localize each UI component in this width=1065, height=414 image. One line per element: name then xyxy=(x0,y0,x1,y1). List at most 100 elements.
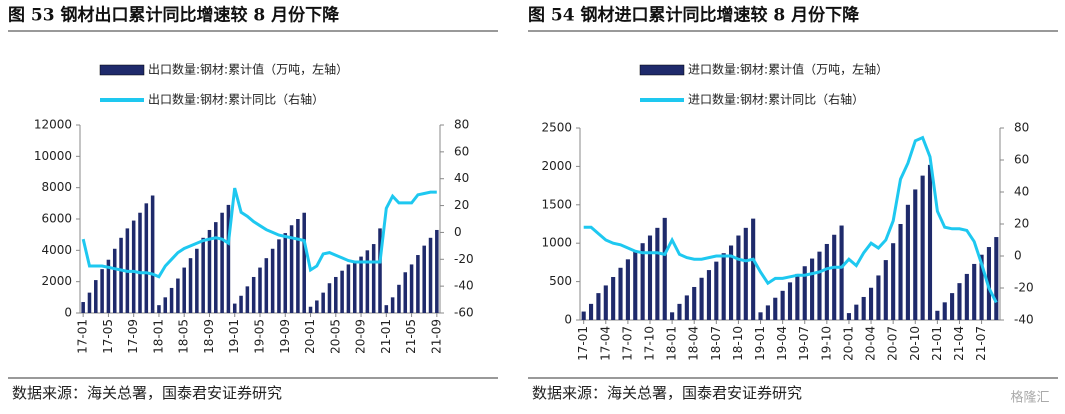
bar xyxy=(611,276,616,320)
x-tick-label: 21-09 xyxy=(429,319,443,354)
bar xyxy=(188,258,193,313)
bar xyxy=(824,243,829,320)
bar xyxy=(321,292,325,313)
bar xyxy=(422,245,426,313)
bar xyxy=(138,212,142,313)
source: 数据来源：海关总署，国泰君安证券研究 xyxy=(532,384,802,402)
x-tick-label: 17-07 xyxy=(620,326,634,361)
bar xyxy=(670,312,675,320)
line xyxy=(81,187,437,279)
x-tick-label: 20-04 xyxy=(864,326,878,361)
bar xyxy=(270,248,275,313)
y-tick-label: 1000 xyxy=(541,236,572,250)
bar xyxy=(935,310,940,320)
bar xyxy=(371,244,376,313)
bar xyxy=(258,267,262,313)
bar xyxy=(662,217,667,320)
bar xyxy=(251,276,256,313)
x-tick-label: 18-04 xyxy=(687,326,701,361)
bar xyxy=(780,290,785,320)
bar xyxy=(416,255,420,313)
y-tick-label: 2000 xyxy=(541,159,572,173)
y2-tick-label: -20 xyxy=(454,252,474,266)
bar xyxy=(201,237,205,313)
bar xyxy=(832,234,837,320)
bar xyxy=(169,287,174,313)
y-tick-label: 8000 xyxy=(41,180,72,194)
bar xyxy=(435,229,439,313)
x-tick-label: 21-05 xyxy=(404,319,418,354)
y-tick-label: 0 xyxy=(564,313,572,327)
x-tick-label: 20-10 xyxy=(908,326,922,361)
bar xyxy=(765,305,770,320)
bar xyxy=(633,251,638,320)
chart-title: 图 54 钢材进口累计同比增速较 8 月份下降 xyxy=(528,5,860,26)
x-tick-label: 18-09 xyxy=(202,319,216,354)
y2-tick-label: 20 xyxy=(1014,217,1029,231)
bar xyxy=(898,224,903,320)
bar xyxy=(854,304,859,320)
x-tick-label: 21-07 xyxy=(974,326,988,361)
bar xyxy=(802,266,807,320)
bar xyxy=(773,297,778,320)
y-tick-label: 500 xyxy=(549,274,572,288)
bar xyxy=(810,258,815,320)
y2-tick-label: 0 xyxy=(1014,249,1022,263)
bar xyxy=(950,293,955,320)
y-tick-label: 6000 xyxy=(41,212,72,226)
bar xyxy=(588,303,594,320)
bar xyxy=(397,284,401,313)
y2-tick-label: 0 xyxy=(454,225,462,239)
legend-swatch xyxy=(639,64,685,76)
bar xyxy=(302,212,306,313)
bar xyxy=(365,250,370,313)
x-tick-label: 19-10 xyxy=(819,326,833,361)
bar xyxy=(640,243,645,320)
bar xyxy=(277,239,281,313)
y-tick-label: 10000 xyxy=(34,149,72,163)
y2-tick-label: 80 xyxy=(1014,121,1029,135)
x-tick-label: 19-05 xyxy=(253,319,267,354)
bar xyxy=(920,175,925,320)
x-tick-label: 17-09 xyxy=(126,319,140,354)
x-tick-label: 19-01 xyxy=(227,319,241,354)
bar xyxy=(144,203,149,313)
bar xyxy=(692,286,697,320)
y-tick-label: 12000 xyxy=(34,118,72,132)
bar xyxy=(340,270,344,313)
bar xyxy=(596,293,601,320)
x-tick-label: 17-04 xyxy=(598,326,612,361)
bar xyxy=(751,218,756,320)
x-tick-label: 20-07 xyxy=(886,326,900,361)
bar xyxy=(957,283,962,320)
bar xyxy=(289,225,294,313)
bar xyxy=(736,235,741,320)
bar xyxy=(706,270,712,320)
bar xyxy=(677,303,682,320)
y-tick-label: 2000 xyxy=(41,274,72,288)
bar xyxy=(795,273,800,320)
x-tick-label: 20-01 xyxy=(841,326,855,361)
bar xyxy=(87,292,92,313)
y-tick-label: 1500 xyxy=(541,197,572,211)
bar xyxy=(409,264,414,313)
watermark: 格隆汇 xyxy=(1010,390,1049,406)
bar xyxy=(195,248,199,313)
bar xyxy=(207,229,212,313)
bar xyxy=(883,260,888,320)
bar xyxy=(327,283,332,313)
y2-tick-label: -60 xyxy=(454,306,474,320)
bar xyxy=(758,312,763,320)
y2-tick-label: 20 xyxy=(454,198,469,212)
legend-swatch xyxy=(99,64,145,76)
bar xyxy=(131,220,136,313)
y2-tick-label: -40 xyxy=(1014,313,1034,327)
bar xyxy=(714,261,719,320)
bar xyxy=(214,222,218,313)
bar xyxy=(245,286,250,313)
bar xyxy=(239,295,243,313)
bar xyxy=(581,311,586,320)
bar xyxy=(728,245,734,320)
bar xyxy=(283,233,288,313)
bar xyxy=(308,306,313,313)
